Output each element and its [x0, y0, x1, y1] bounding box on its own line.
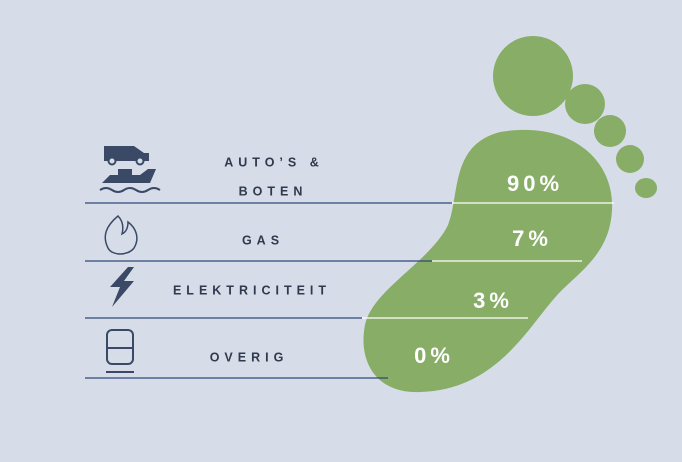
toe	[565, 84, 605, 124]
row-value: 7%	[512, 226, 552, 251]
row-value: 90%	[507, 171, 563, 196]
infographic: AUTO’S & BOTEN GAS ELEKTRICITEIT OVERIG …	[0, 0, 682, 462]
row-label: ELEKTRICITEIT	[173, 283, 331, 297]
toe	[493, 36, 573, 116]
row-label: AUTO’S &	[224, 155, 324, 169]
toe	[616, 145, 644, 173]
toe	[594, 115, 626, 147]
wheel	[137, 158, 144, 165]
row-value: 3%	[473, 288, 513, 313]
row-label: BOTEN	[239, 184, 308, 198]
row-value: 0%	[414, 343, 454, 368]
toe	[635, 178, 657, 198]
row-label: GAS	[242, 233, 284, 247]
wheel	[109, 158, 116, 165]
row-label: OVERIG	[210, 350, 289, 364]
